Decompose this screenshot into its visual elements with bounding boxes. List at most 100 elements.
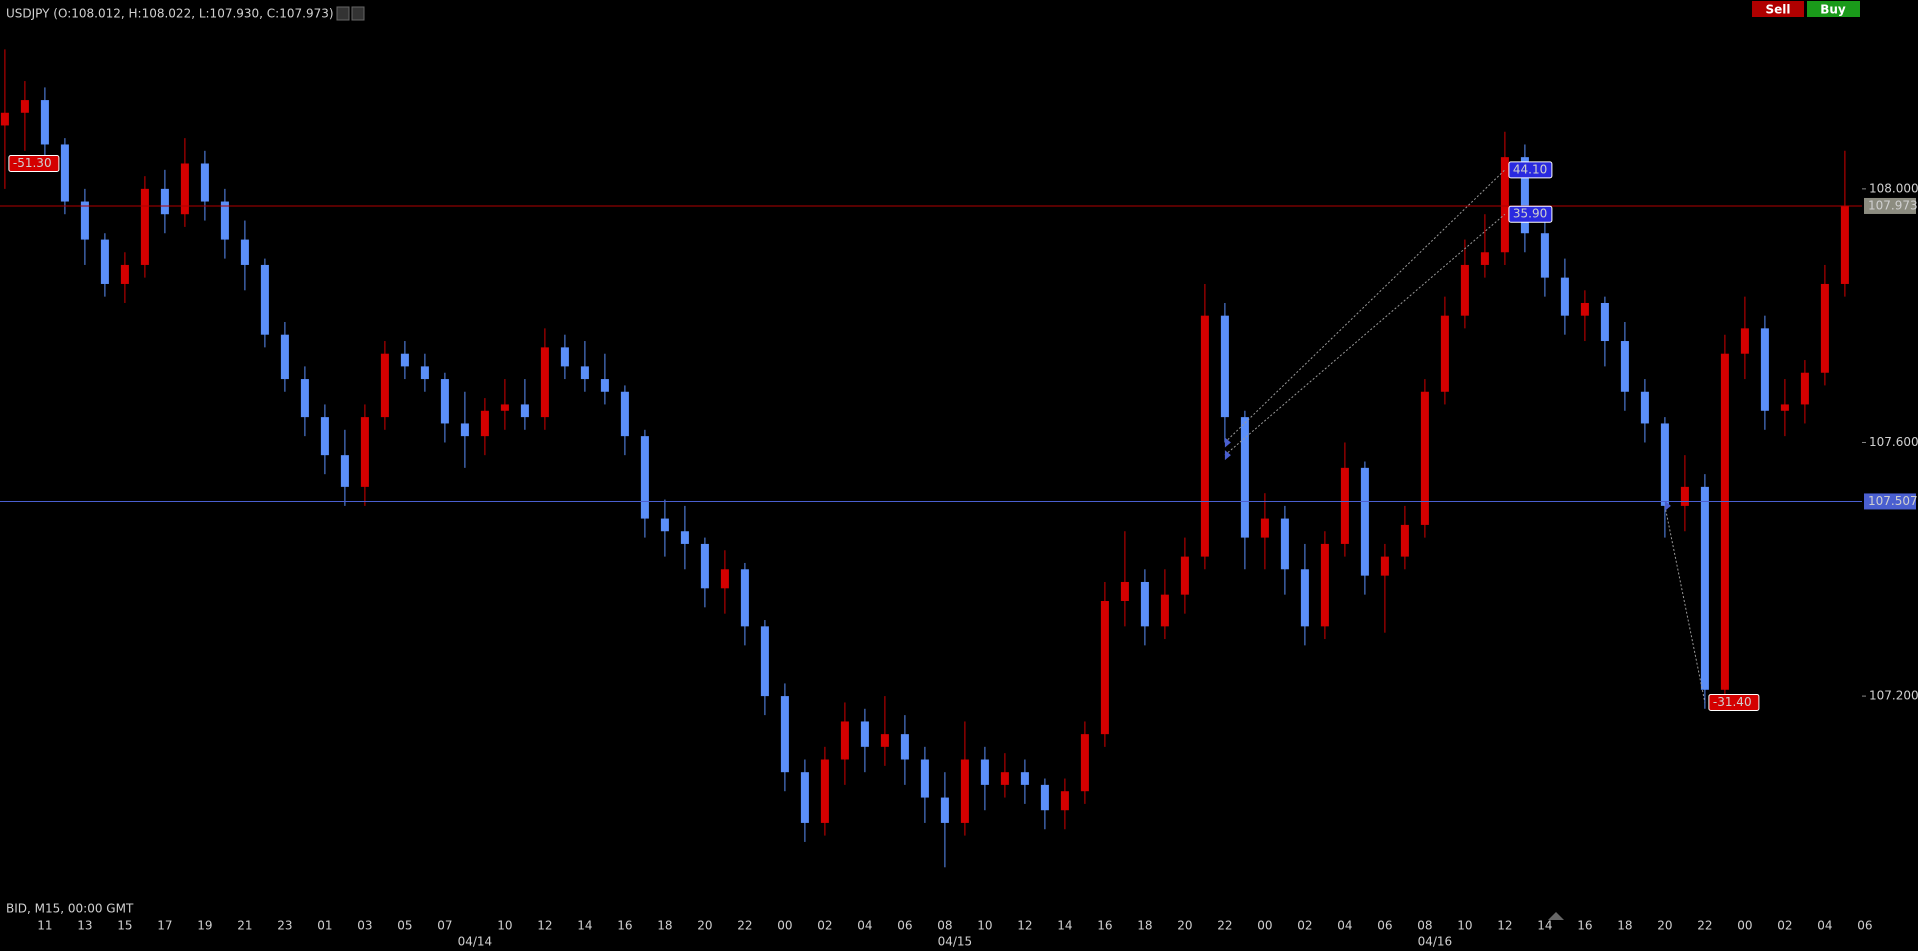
- x-tick-label: 00: [1257, 919, 1272, 933]
- buy-label[interactable]: Buy: [1820, 3, 1846, 17]
- x-tick-label: 04: [1337, 919, 1352, 933]
- x-tick-label: 13: [77, 919, 92, 933]
- candle-body: [1100, 600, 1109, 735]
- candle-body: [640, 436, 649, 519]
- sell-label[interactable]: Sell: [1765, 3, 1790, 17]
- x-tick-label: 01: [317, 919, 332, 933]
- x-tick-label: 20: [1657, 919, 1672, 933]
- x-tick-label: 21: [237, 919, 252, 933]
- candle-body: [1380, 556, 1389, 576]
- candle-body: [160, 188, 169, 215]
- y-tick-label: 108.000: [1869, 181, 1918, 195]
- candle-body: [1620, 341, 1629, 392]
- price-tag-label: 107.507: [1868, 494, 1918, 508]
- chart-title: USDJPY (O:108.012, H:108.022, L:107.930,…: [6, 7, 334, 21]
- price-tag: [1864, 197, 1916, 214]
- candle-body: [1200, 315, 1209, 557]
- candle-body: [280, 334, 289, 380]
- candle-body: [20, 100, 29, 113]
- candle-body: [1560, 277, 1569, 316]
- trade-tag-label: 35.90: [1513, 207, 1547, 221]
- x-tick-label: 00: [1737, 919, 1752, 933]
- y-tick-label: 107.600: [1869, 435, 1918, 449]
- date-label: 04/15: [938, 935, 973, 949]
- candle-body: [1320, 543, 1329, 627]
- x-tick-label: 08: [1417, 919, 1432, 933]
- date-label: 04/14: [458, 935, 493, 949]
- candle-body: [1420, 391, 1429, 525]
- candle-body: [1120, 581, 1129, 601]
- candle-body: [240, 239, 249, 265]
- scroll-marker[interactable]: [1548, 912, 1564, 920]
- candle-body: [580, 366, 589, 380]
- candle-body: [1780, 404, 1789, 411]
- candle-body: [360, 417, 369, 487]
- x-tick-label: 06: [1377, 919, 1392, 933]
- candle-body: [1360, 467, 1369, 576]
- candle-body: [1340, 467, 1349, 544]
- candle-body: [1000, 772, 1009, 785]
- tools-icon[interactable]: [351, 6, 365, 21]
- trade-entry: [1224, 437, 1231, 448]
- candle-body: [1220, 315, 1229, 418]
- trade-line: [1664, 505, 1706, 703]
- candle-body: [300, 379, 309, 418]
- candle-body: [1180, 556, 1189, 595]
- candle-body: [1060, 791, 1069, 811]
- candle-body: [1700, 486, 1709, 690]
- x-tick-label: 00: [777, 919, 792, 933]
- candle-body: [1020, 772, 1029, 785]
- candle-body: [620, 391, 629, 437]
- x-tick-label: 02: [1297, 919, 1312, 933]
- y-tick-label: 107.200: [1869, 689, 1918, 703]
- candle-body: [420, 366, 429, 380]
- trade-entry: [1224, 450, 1231, 461]
- trade-tag: [1508, 161, 1553, 179]
- settings-icon[interactable]: [336, 6, 350, 21]
- candle-body: [1680, 486, 1689, 506]
- candle-body: [880, 734, 889, 747]
- trade-tag: [8, 154, 60, 172]
- candle-body: [1800, 372, 1809, 405]
- candle-body: [1140, 581, 1149, 627]
- x-tick-label: 18: [1137, 919, 1152, 933]
- buy-button[interactable]: [1807, 1, 1860, 17]
- trade-tag: [1708, 693, 1760, 711]
- candle-body: [1720, 353, 1729, 690]
- candle-body: [1740, 328, 1749, 354]
- candle-body: [1760, 328, 1769, 411]
- candle-body: [180, 163, 189, 215]
- candle-body: [1480, 252, 1489, 265]
- candle-body: [480, 410, 489, 437]
- x-tick-label: 22: [1697, 919, 1712, 933]
- candle-body: [1260, 518, 1269, 538]
- candle-body: [740, 569, 749, 627]
- candle-body: [1400, 524, 1409, 557]
- trade-line: [1224, 213, 1506, 456]
- x-tick-label: 10: [497, 919, 512, 933]
- x-tick-label: 12: [1017, 919, 1032, 933]
- candle-body: [40, 100, 49, 145]
- candle-body: [1840, 205, 1849, 284]
- x-tick-label: 17: [157, 919, 172, 933]
- x-tick-label: 12: [1497, 919, 1512, 933]
- x-tick-label: 12: [537, 919, 552, 933]
- candle-body: [560, 347, 569, 367]
- x-tick-label: 04: [857, 919, 872, 933]
- sell-button[interactable]: [1752, 1, 1804, 17]
- footer: BID, M15, 00:00 GMT: [6, 902, 134, 916]
- x-tick-label: 19: [197, 919, 212, 933]
- candle-body: [600, 379, 609, 392]
- price-tag-label: 107.973: [1868, 198, 1918, 212]
- candle-body: [940, 797, 949, 823]
- candle-body: [800, 772, 809, 823]
- x-tick-label: 16: [1577, 919, 1592, 933]
- candle-body: [980, 759, 989, 785]
- candle-body: [820, 759, 829, 823]
- candle-body: [1040, 784, 1049, 811]
- x-tick-label: 18: [1617, 919, 1632, 933]
- x-tick-label: 18: [657, 919, 672, 933]
- x-tick-label: 04: [1817, 919, 1832, 933]
- candle-body: [1600, 302, 1609, 342]
